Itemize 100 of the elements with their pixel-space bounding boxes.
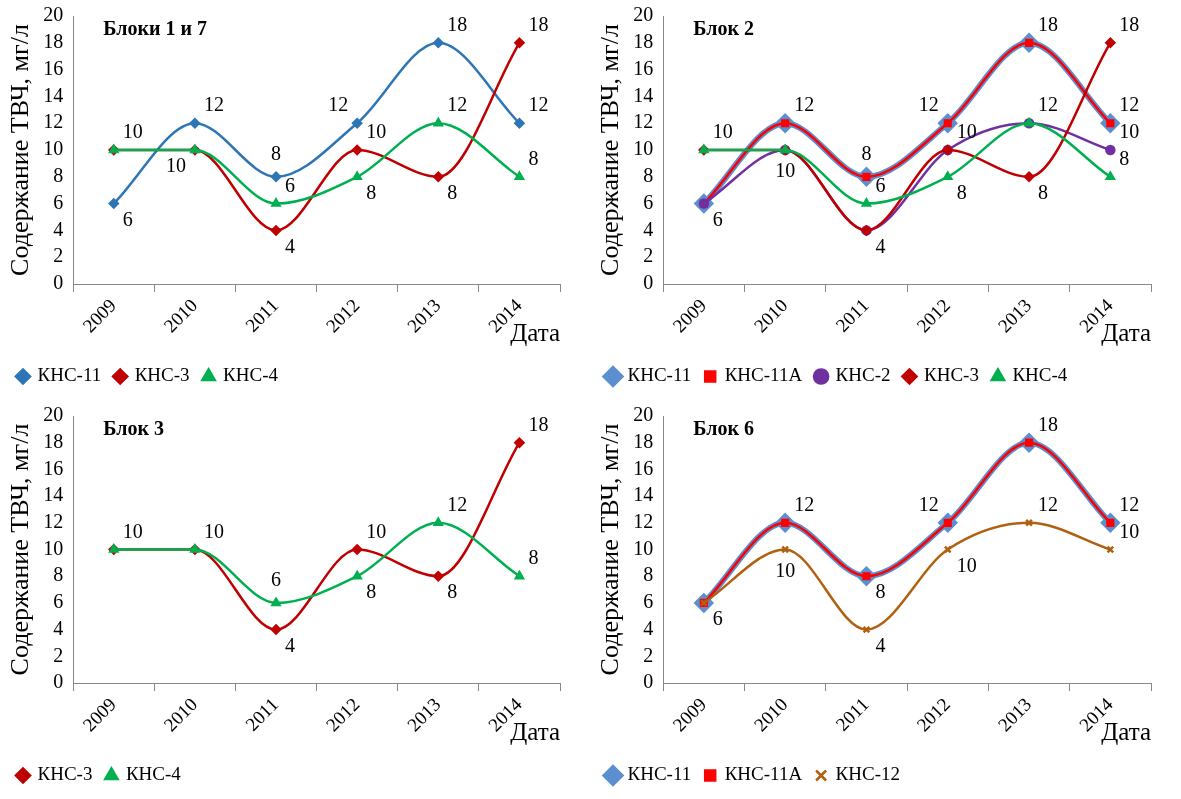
y-axis-title: Содержание ТВЧ, мг/л: [595, 423, 625, 676]
data-label: 8: [366, 181, 377, 204]
data-label: 10: [1119, 519, 1140, 542]
y-tick-label: 20: [633, 3, 654, 26]
legend-label: КНС-11: [37, 364, 102, 386]
legend-label: КНС-3: [134, 364, 190, 386]
y-tick-label: 8: [53, 164, 64, 187]
y-tick-label: 18: [633, 30, 654, 53]
data-label: 12: [447, 93, 468, 116]
y-tick-label: 0: [53, 271, 64, 294]
data-label: 8: [861, 142, 872, 165]
y-tick-label: 4: [53, 616, 64, 639]
data-label: 8: [528, 546, 539, 569]
data-label: 10: [165, 154, 186, 177]
data-label: 12: [1119, 93, 1140, 116]
y-tick-label: 16: [43, 456, 64, 479]
y-tick-label: 16: [43, 56, 64, 79]
y-tick-label: 20: [43, 403, 64, 426]
y-tick-label: 4: [643, 217, 654, 240]
y-axis-title: Содержание ТВЧ, мг/л: [5, 24, 35, 276]
data-label: 8: [528, 147, 539, 170]
chart-title: Блок 3: [103, 417, 164, 440]
y-tick-label: 10: [633, 536, 654, 559]
y-tick-label: 8: [643, 164, 654, 187]
y-tick-label: 4: [53, 217, 64, 240]
legend-label: КНС-2: [835, 364, 891, 386]
legend-label: КНС-4: [223, 364, 279, 386]
data-label: 8: [447, 580, 458, 603]
y-tick-label: 12: [43, 510, 64, 533]
data-label: 8: [366, 580, 377, 603]
data-label: 12: [447, 493, 468, 516]
data-label: 12: [794, 493, 815, 516]
y-tick-label: 8: [53, 563, 64, 586]
data-label: 12: [203, 93, 224, 116]
data-label: 12: [328, 93, 349, 116]
y-tick-label: 2: [53, 643, 64, 666]
y-tick-label: 20: [43, 3, 64, 26]
y-tick-label: 0: [643, 271, 654, 294]
data-label: 10: [122, 519, 143, 542]
data-label: 10: [712, 120, 733, 143]
data-label: 6: [875, 173, 886, 196]
y-axis-title: Содержание ТВЧ, мг/л: [5, 423, 35, 676]
y-tick-label: 0: [643, 670, 654, 693]
data-label: 8: [1119, 147, 1130, 170]
data-label: 8: [271, 142, 282, 165]
data-label: 12: [1119, 493, 1140, 516]
data-label: 18: [528, 412, 549, 435]
y-tick-label: 2: [53, 244, 64, 267]
legend-label: КНС-11А: [724, 364, 803, 386]
y-tick-label: 4: [643, 616, 654, 639]
data-label: 18: [1038, 13, 1059, 36]
data-label: 8: [1038, 181, 1049, 204]
data-label: 6: [271, 568, 282, 591]
data-label: 12: [918, 493, 939, 516]
chart-title: Блок 2: [693, 17, 754, 40]
y-tick-label: 6: [643, 190, 654, 213]
y-tick-label: 20: [633, 403, 654, 426]
data-label: 8: [956, 181, 967, 204]
y-tick-label: 0: [53, 670, 64, 693]
data-label: 10: [122, 120, 143, 143]
y-tick-label: 18: [633, 429, 654, 452]
legend-label: КНС-3: [923, 364, 979, 386]
data-label: 18: [528, 13, 549, 36]
data-label: 10: [956, 553, 977, 576]
y-tick-label: 14: [633, 83, 654, 106]
chart-title: Блоки 1 и 7: [103, 17, 207, 40]
y-tick-label: 8: [643, 563, 654, 586]
y-tick-label: 2: [643, 244, 654, 267]
data-label: 10: [1119, 120, 1140, 143]
y-tick-label: 12: [43, 110, 64, 133]
y-tick-label: 2: [643, 643, 654, 666]
y-tick-label: 10: [43, 536, 64, 559]
data-label: 8: [875, 580, 886, 603]
y-tick-label: 10: [633, 137, 654, 160]
y-tick-label: 16: [633, 56, 654, 79]
data-label: 10: [203, 519, 224, 542]
data-label: 18: [447, 13, 468, 36]
data-label: 4: [875, 234, 886, 257]
y-axis-title: Содержание ТВЧ, мг/л: [595, 24, 625, 276]
y-tick-label: 14: [43, 83, 64, 106]
data-label: 6: [712, 207, 723, 230]
data-label: 10: [956, 120, 977, 143]
data-label: 6: [285, 173, 296, 196]
data-label: 10: [775, 558, 796, 581]
data-label: 4: [285, 234, 296, 257]
data-label: 10: [366, 120, 387, 143]
y-tick-label: 18: [43, 30, 64, 53]
data-label: 10: [366, 519, 387, 542]
y-tick-label: 6: [53, 190, 64, 213]
legend-label: КНС-4: [1012, 364, 1068, 386]
data-label: 12: [918, 93, 939, 116]
y-tick-label: 6: [53, 590, 64, 613]
y-tick-label: 12: [633, 110, 654, 133]
data-label: 4: [875, 633, 886, 656]
data-label: 18: [1119, 13, 1140, 36]
chart-title: Блок 6: [693, 417, 754, 440]
legend-label: КНС-12: [835, 763, 901, 785]
data-label: 6: [712, 607, 723, 630]
data-label: 10: [775, 159, 796, 182]
data-label: 12: [1038, 493, 1059, 516]
